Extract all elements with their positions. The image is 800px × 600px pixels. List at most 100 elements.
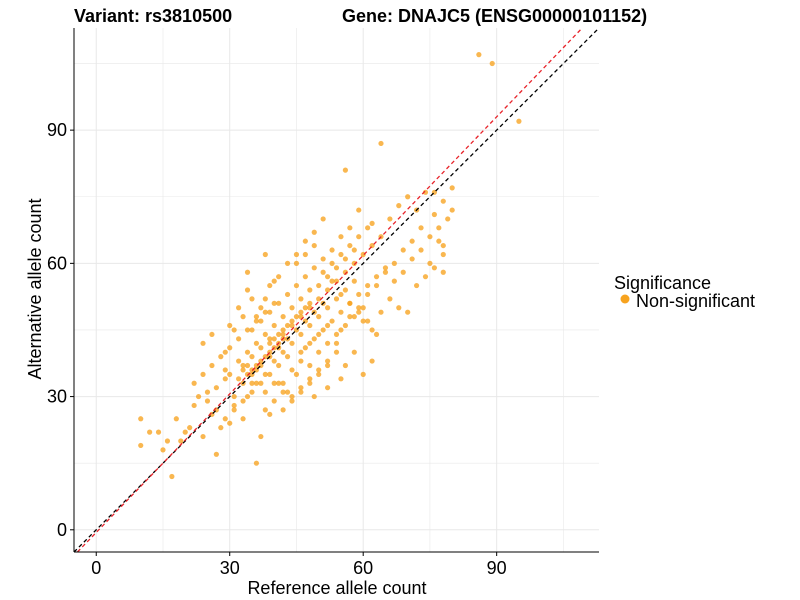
data-point	[280, 314, 286, 320]
data-point	[293, 282, 300, 289]
reference-lines	[73, 27, 600, 553]
data-point	[155, 429, 162, 435]
data-point	[267, 336, 273, 342]
data-point	[280, 349, 286, 355]
data-points	[138, 52, 522, 480]
data-point	[236, 336, 242, 342]
data-point	[191, 402, 197, 409]
data-point	[440, 269, 446, 275]
data-point	[396, 305, 402, 311]
data-point	[253, 314, 260, 320]
legend-title: Significance	[614, 273, 711, 293]
data-point	[244, 393, 251, 400]
data-point	[391, 260, 397, 266]
data-point	[333, 265, 340, 271]
data-point	[218, 354, 224, 360]
data-point	[409, 256, 415, 262]
data-point	[333, 349, 340, 355]
data-point	[222, 416, 228, 422]
data-point	[204, 398, 211, 404]
data-point	[325, 274, 331, 280]
data-point	[289, 393, 295, 400]
data-point	[293, 251, 300, 258]
data-point	[276, 274, 282, 280]
data-point	[258, 305, 264, 311]
data-point	[209, 362, 215, 369]
data-point	[307, 287, 313, 293]
data-point	[449, 185, 455, 191]
x-tick-label: 0	[91, 558, 101, 578]
data-point	[249, 327, 255, 333]
data-point	[200, 340, 206, 346]
data-point	[262, 371, 268, 377]
data-point	[356, 305, 362, 311]
data-point	[231, 393, 237, 400]
data-point	[311, 336, 317, 342]
data-point	[227, 371, 233, 377]
data-point	[293, 260, 300, 266]
data-point	[289, 305, 295, 311]
data-point	[307, 322, 313, 329]
data-point	[173, 416, 179, 422]
data-point	[365, 318, 371, 324]
data-point	[262, 331, 268, 338]
data-point	[325, 340, 331, 346]
data-point	[213, 451, 219, 457]
data-point	[249, 354, 255, 360]
data-point	[262, 407, 268, 413]
data-point	[347, 314, 353, 320]
data-point	[369, 327, 375, 333]
data-point	[440, 198, 446, 204]
data-point	[276, 362, 282, 369]
data-point	[302, 274, 308, 280]
data-point	[231, 327, 237, 333]
x-tick-label: 90	[487, 558, 507, 578]
data-point	[391, 278, 397, 284]
data-point	[400, 247, 406, 253]
data-point	[307, 300, 313, 306]
data-point	[316, 296, 322, 302]
reference-line-fit	[76, 27, 583, 553]
data-point	[302, 238, 308, 244]
data-point	[280, 380, 286, 386]
data-point	[222, 349, 228, 355]
data-point	[262, 296, 268, 302]
data-point	[298, 389, 304, 395]
data-point	[289, 340, 295, 346]
data-point	[267, 340, 273, 346]
data-point	[440, 251, 446, 258]
data-point	[347, 225, 353, 231]
data-point	[289, 367, 295, 373]
data-point	[267, 309, 273, 315]
data-point	[405, 194, 411, 200]
data-point	[271, 322, 277, 329]
data-point	[449, 207, 455, 213]
data-point	[338, 291, 344, 298]
data-point	[387, 216, 393, 222]
data-point	[422, 189, 429, 195]
data-point	[231, 407, 237, 413]
data-point	[333, 296, 340, 302]
data-point	[293, 371, 300, 377]
data-point	[191, 380, 197, 386]
y-axis-label: Alternative allele count	[25, 198, 45, 379]
data-point	[378, 140, 384, 147]
data-point	[267, 282, 273, 289]
data-point	[316, 282, 322, 289]
data-point	[431, 265, 437, 271]
data-point	[276, 300, 282, 306]
data-point	[289, 398, 295, 404]
data-point	[342, 287, 348, 293]
data-point	[382, 265, 389, 271]
reference-line-identity	[73, 27, 600, 553]
data-point	[244, 371, 251, 377]
data-point	[164, 438, 171, 444]
data-point	[302, 345, 308, 351]
data-point	[360, 371, 366, 377]
data-point	[360, 305, 366, 311]
data-point	[436, 238, 442, 244]
data-point	[329, 278, 335, 284]
data-point	[311, 229, 317, 235]
data-point	[182, 429, 188, 435]
